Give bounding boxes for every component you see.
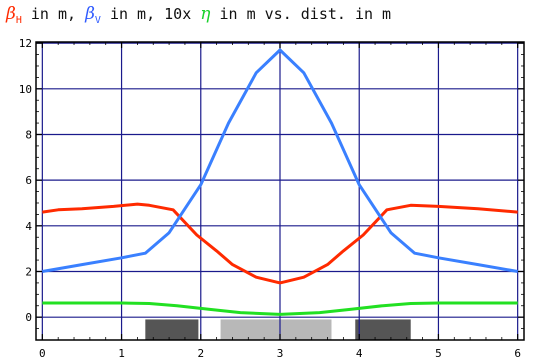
beta-v-subscript: V: [94, 15, 101, 26]
series-line-1: [42, 48, 518, 273]
title-part-2: in m, 10x: [100, 5, 201, 23]
chart-title: βH in m, βV in m, 10x η in m vs. dist. i…: [6, 4, 556, 38]
y-tick-label: 6: [25, 174, 32, 187]
y-tick-label: 4: [25, 220, 32, 233]
y-tick-label: 12: [19, 37, 32, 50]
magnet-element-dark: [355, 319, 411, 340]
series-line-2: [42, 301, 518, 316]
magnet-element-light: [220, 319, 332, 340]
y-tick-label: 10: [19, 83, 32, 96]
beta-v-symbol: β: [85, 4, 95, 24]
x-tick-label: 6: [514, 347, 521, 360]
x-tick-label: 3: [277, 347, 284, 360]
y-tick-label: 0: [25, 311, 32, 324]
y-tick-label: 2: [25, 265, 32, 278]
x-tick-label: 2: [197, 347, 204, 360]
title-part-3: in m vs. dist. in m: [210, 5, 392, 23]
x-tick-label: 5: [435, 347, 442, 360]
x-tick-label: 0: [39, 347, 46, 360]
beta-h-symbol: β: [6, 4, 16, 24]
series-line-0: [42, 202, 518, 285]
beta-h-subscript: H: [15, 15, 22, 26]
y-tick-label: 8: [25, 128, 32, 141]
eta-symbol: η: [200, 4, 211, 24]
x-tick-label: 1: [118, 347, 125, 360]
x-tick-label: 4: [356, 347, 363, 360]
title-part-1: in m,: [21, 5, 86, 23]
magnet-element-dark: [145, 319, 199, 340]
